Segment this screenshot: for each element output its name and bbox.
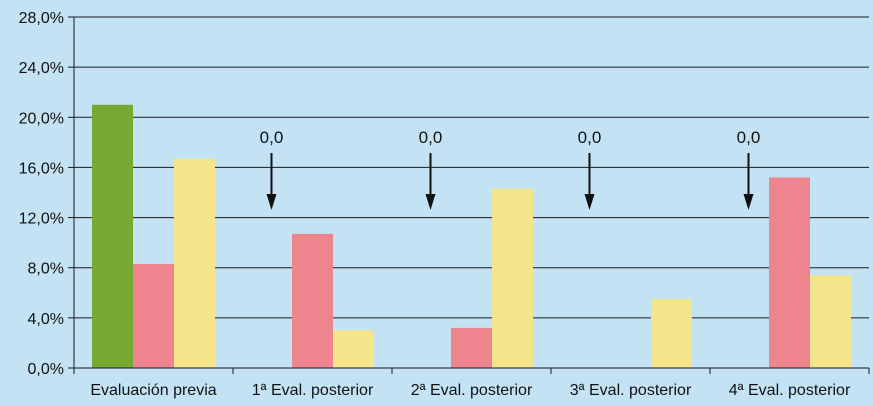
x-axis-labels: Evaluación previa 1ª Eval. posterior 2ª Ev… <box>90 382 851 399</box>
annotation-arrow-head <box>266 194 277 210</box>
bar <box>292 233 333 368</box>
x-tick-label: 1ª Eval. posterior <box>252 382 374 399</box>
bar <box>333 330 374 368</box>
x-tick-label: 2ª Eval. posterior <box>411 382 533 399</box>
annotation-label: 0,0 <box>260 128 284 147</box>
y-tick-label: 0,0% <box>28 361 64 378</box>
y-tick-label: 12,0% <box>19 211 64 228</box>
annotation-label: 0,0 <box>737 128 761 147</box>
y-tick-label: 16,0% <box>19 160 64 177</box>
annotations: 0,0 0,0 0,0 0,0 <box>260 128 761 210</box>
bar <box>769 177 810 368</box>
y-axis-ticks: 0,0% 4,0% 8,0% 12,0% 16,0% 20,0% 24,0% 28,0% <box>19 10 74 378</box>
annotation-arrow-head <box>584 194 595 210</box>
bar <box>133 263 174 368</box>
bar <box>174 158 215 368</box>
bar <box>92 104 133 368</box>
bar <box>810 275 851 368</box>
bars <box>92 104 851 368</box>
y-tick-label: 4,0% <box>28 311 64 328</box>
bar <box>492 188 533 368</box>
annotation-label: 0,0 <box>419 128 443 147</box>
bar <box>451 327 492 368</box>
y-tick-label: 24,0% <box>19 60 64 77</box>
x-tick-label: Evaluación previa <box>90 382 216 399</box>
annotation-label: 0,0 <box>578 128 602 147</box>
bar <box>651 299 692 368</box>
y-tick-label: 20,0% <box>19 110 64 127</box>
x-tick-label: 3ª Eval. posterior <box>570 382 692 399</box>
axes <box>73 17 870 374</box>
x-tick-label: 4ª Eval. posterior <box>729 382 851 399</box>
y-tick-label: 8,0% <box>28 261 64 278</box>
annotation-arrow-head <box>743 194 754 210</box>
annotation-arrow-head <box>425 194 436 210</box>
y-tick-label: 28,0% <box>19 10 64 27</box>
